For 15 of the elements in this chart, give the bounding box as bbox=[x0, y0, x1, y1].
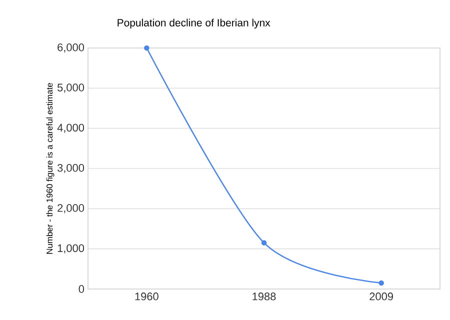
y-axis-title: Number - the 1960 figure is a careful estimate bbox=[46, 83, 54, 254]
y-tick-label: 4,000 bbox=[57, 124, 84, 133]
y-tick-label: 1,000 bbox=[58, 244, 84, 254]
x-tick-label: 2009 bbox=[370, 292, 393, 300]
y-tick-label: 0 bbox=[78, 285, 84, 293]
point bbox=[378, 280, 384, 286]
chart-title: Population decline of Iberian lynx bbox=[118, 18, 270, 29]
y-tick-label: 6,000 bbox=[58, 43, 84, 53]
point bbox=[261, 240, 267, 246]
y-tick-label: 3,000 bbox=[57, 164, 84, 174]
y-tick-label: 2,000 bbox=[58, 204, 84, 214]
y-tick-label: 5,000 bbox=[57, 84, 84, 93]
x-tick-label: 1960 bbox=[135, 292, 158, 300]
x-tick-label: 1988 bbox=[252, 292, 276, 300]
point bbox=[144, 45, 150, 51]
